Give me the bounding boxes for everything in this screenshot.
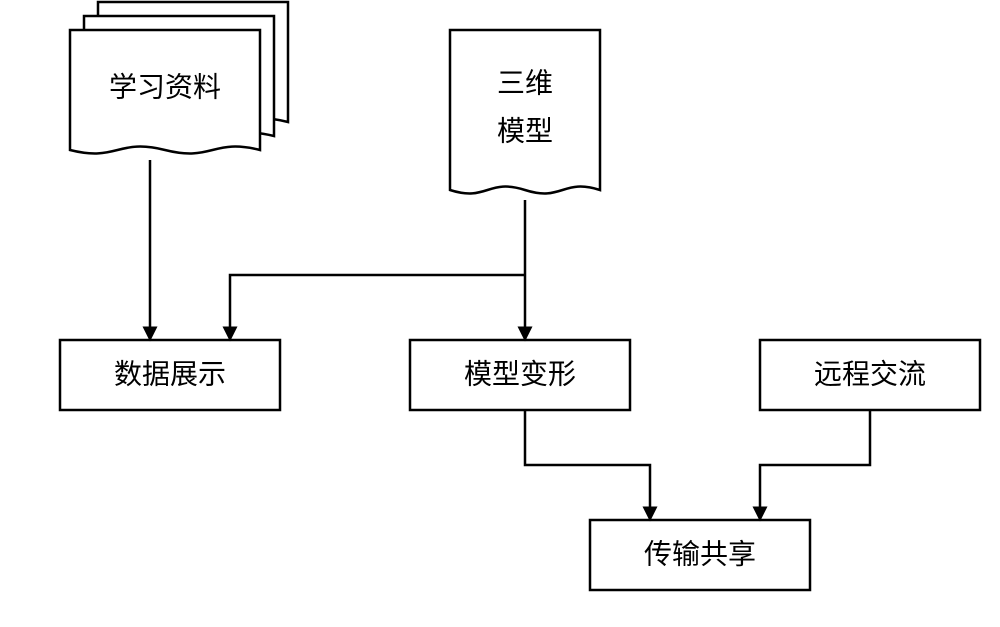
edge-5 <box>760 410 870 520</box>
learning_materials: 学习资料 <box>70 2 288 153</box>
data_display: 数据展示 <box>60 340 280 410</box>
data_display-label: 数据展示 <box>114 358 226 390</box>
transfer_share-label: 传输共享 <box>644 538 756 570</box>
remote_comm-label: 远程交流 <box>814 358 926 390</box>
model_deform: 模型变形 <box>410 340 630 410</box>
transfer_share: 传输共享 <box>590 520 810 590</box>
learning_materials-label: 学习资料 <box>109 71 221 103</box>
model_deform-label: 模型变形 <box>464 358 576 390</box>
remote_comm: 远程交流 <box>760 340 980 410</box>
model_3d: 三维模型 <box>450 30 600 193</box>
model_3d-label2: 模型 <box>497 115 553 147</box>
edge-4 <box>525 410 650 520</box>
edge-2 <box>230 275 525 340</box>
model_3d-label1: 三维 <box>497 67 553 99</box>
